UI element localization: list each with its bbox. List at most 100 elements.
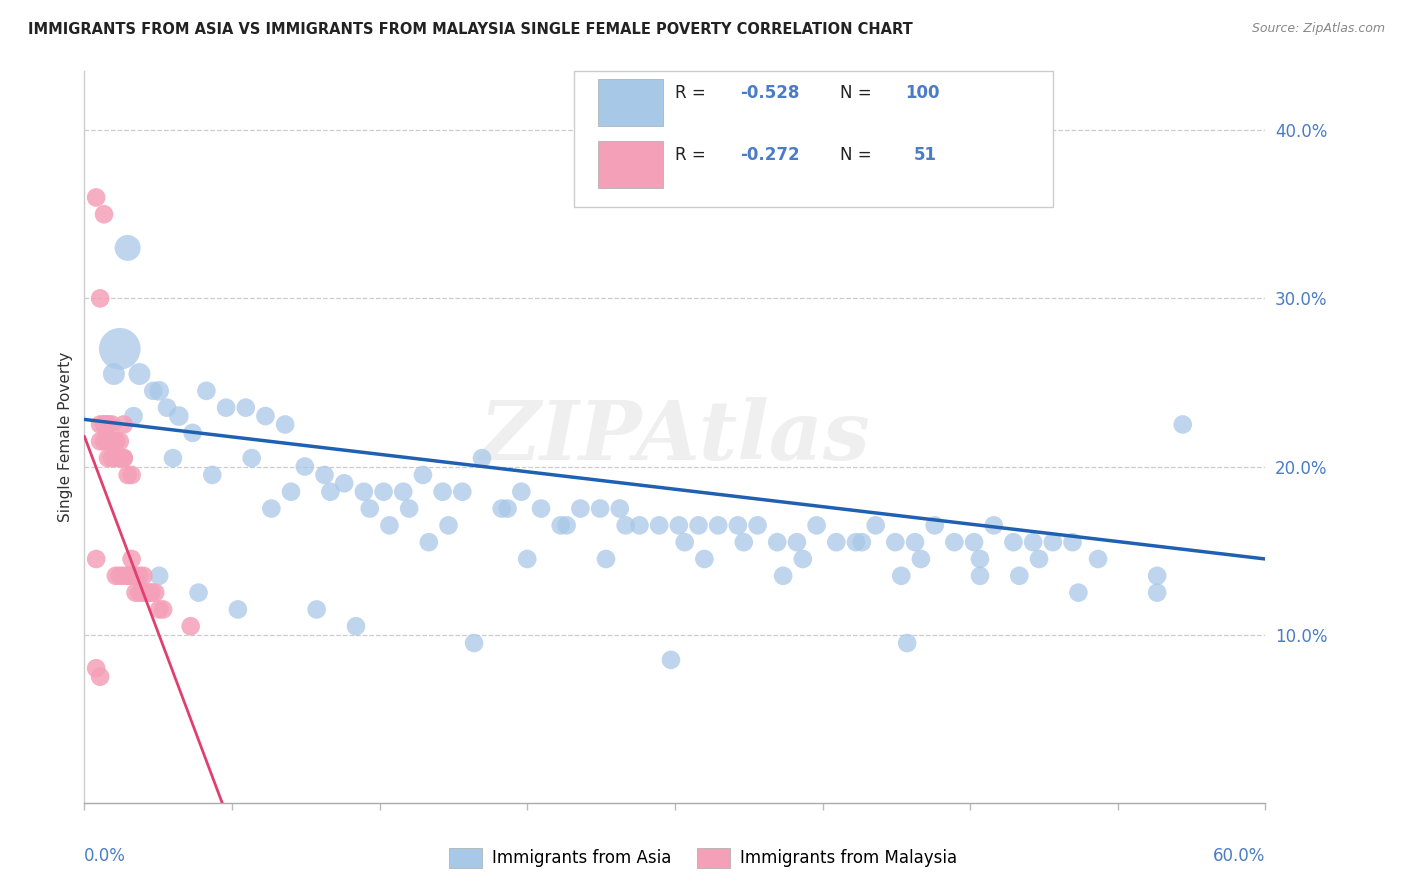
Point (117, 241, 139, 255)
Point (108, 451, 131, 466)
Point (314, 467, 336, 482)
Point (884, 535, 907, 549)
Point (103, 367, 125, 381)
Point (201, 467, 224, 482)
Point (353, 484, 375, 499)
Point (97, 417, 120, 432)
Point (117, 569, 139, 583)
Point (437, 518, 460, 533)
Point (104, 434, 127, 449)
Point (628, 518, 651, 533)
Point (128, 585, 150, 599)
Point (108, 434, 131, 449)
Point (896, 636, 918, 650)
Point (398, 501, 420, 516)
Text: IMMIGRANTS FROM ASIA VS IMMIGRANTS FROM MALAYSIA SINGLE FEMALE POVERTY CORRELATI: IMMIGRANTS FROM ASIA VS IMMIGRANTS FROM … (28, 22, 912, 37)
Point (772, 569, 794, 583)
Point (280, 484, 302, 499)
Point (614, 518, 637, 533)
Point (128, 367, 150, 381)
Point (491, 501, 513, 516)
Point (142, 384, 165, 398)
Point (97, 451, 120, 466)
Point (117, 467, 139, 482)
Point (97, 417, 120, 432)
Point (181, 425, 204, 440)
Legend: Immigrants from Asia, Immigrants from Malaysia: Immigrants from Asia, Immigrants from Ma… (443, 841, 963, 875)
Point (136, 585, 159, 599)
Point (412, 467, 434, 482)
Point (274, 417, 297, 432)
Point (851, 535, 873, 549)
FancyBboxPatch shape (598, 141, 664, 188)
Point (890, 569, 912, 583)
Point (1146, 569, 1168, 583)
Point (84, 661, 107, 675)
Point (215, 401, 238, 415)
Text: N =: N = (841, 85, 877, 103)
Y-axis label: Single Female Poverty: Single Female Poverty (58, 352, 73, 522)
Point (101, 417, 124, 432)
Point (516, 552, 538, 566)
Point (1022, 535, 1045, 549)
Point (983, 518, 1005, 533)
Point (93, 434, 115, 449)
Text: 60.0%: 60.0% (1213, 847, 1265, 864)
Point (124, 585, 146, 599)
Text: -0.528: -0.528 (740, 85, 799, 103)
Text: -0.272: -0.272 (740, 146, 800, 164)
Point (319, 484, 342, 499)
Text: R =: R = (675, 146, 711, 164)
Point (89, 670, 111, 684)
Point (727, 518, 749, 533)
Point (97, 434, 120, 449)
Point (162, 451, 184, 466)
Point (240, 451, 263, 466)
Text: N =: N = (841, 146, 877, 164)
Point (530, 501, 553, 516)
Point (1087, 552, 1109, 566)
Point (124, 569, 146, 583)
Point (235, 401, 257, 415)
Point (108, 451, 131, 466)
Point (195, 384, 218, 398)
Point (496, 501, 519, 516)
Point (226, 602, 249, 616)
Point (104, 451, 127, 466)
Point (609, 501, 631, 516)
Point (418, 535, 440, 549)
Point (693, 552, 716, 566)
Point (904, 535, 927, 549)
Point (104, 569, 127, 583)
Text: 100: 100 (905, 85, 939, 103)
Point (148, 569, 170, 583)
Point (963, 535, 986, 549)
Text: 0.0%: 0.0% (84, 847, 127, 864)
Point (305, 602, 328, 616)
Point (648, 518, 671, 533)
Point (112, 569, 135, 583)
Point (1002, 535, 1025, 549)
Point (806, 518, 828, 533)
Point (969, 569, 991, 583)
Point (148, 602, 170, 616)
Point (132, 569, 155, 583)
Point (943, 535, 966, 549)
Point (378, 518, 401, 533)
Point (688, 518, 710, 533)
Point (659, 653, 682, 667)
Point (825, 535, 848, 549)
Point (668, 518, 690, 533)
Point (148, 384, 170, 398)
Point (550, 518, 572, 533)
Point (969, 552, 991, 566)
Point (156, 401, 179, 415)
Point (101, 451, 124, 466)
Point (132, 585, 155, 599)
Point (89, 417, 111, 432)
Point (432, 484, 454, 499)
Point (1146, 585, 1168, 599)
Point (143, 585, 166, 599)
Point (167, 409, 190, 423)
Point (344, 619, 367, 633)
